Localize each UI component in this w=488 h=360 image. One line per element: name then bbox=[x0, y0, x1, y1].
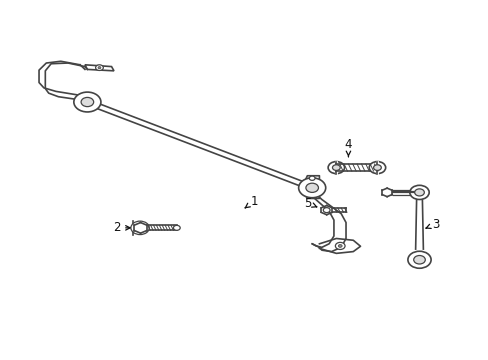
Circle shape bbox=[95, 65, 103, 71]
Circle shape bbox=[173, 225, 180, 230]
Circle shape bbox=[335, 242, 345, 249]
Polygon shape bbox=[85, 65, 114, 71]
Circle shape bbox=[332, 165, 340, 170]
Text: 4: 4 bbox=[344, 138, 351, 157]
Text: 5: 5 bbox=[303, 197, 316, 210]
Circle shape bbox=[305, 183, 318, 192]
Circle shape bbox=[413, 256, 425, 264]
Circle shape bbox=[327, 162, 344, 174]
Circle shape bbox=[98, 67, 101, 69]
Circle shape bbox=[308, 176, 314, 180]
Circle shape bbox=[137, 225, 144, 231]
Circle shape bbox=[409, 185, 428, 199]
Circle shape bbox=[407, 251, 430, 268]
Circle shape bbox=[131, 221, 149, 235]
Circle shape bbox=[373, 165, 381, 170]
Circle shape bbox=[338, 244, 342, 247]
Circle shape bbox=[323, 208, 329, 213]
Circle shape bbox=[414, 189, 424, 196]
Circle shape bbox=[368, 162, 385, 174]
Circle shape bbox=[74, 92, 101, 112]
Text: 1: 1 bbox=[244, 195, 257, 208]
Text: 3: 3 bbox=[425, 218, 438, 231]
Circle shape bbox=[81, 98, 94, 107]
Circle shape bbox=[298, 178, 325, 198]
Text: 2: 2 bbox=[112, 221, 130, 234]
